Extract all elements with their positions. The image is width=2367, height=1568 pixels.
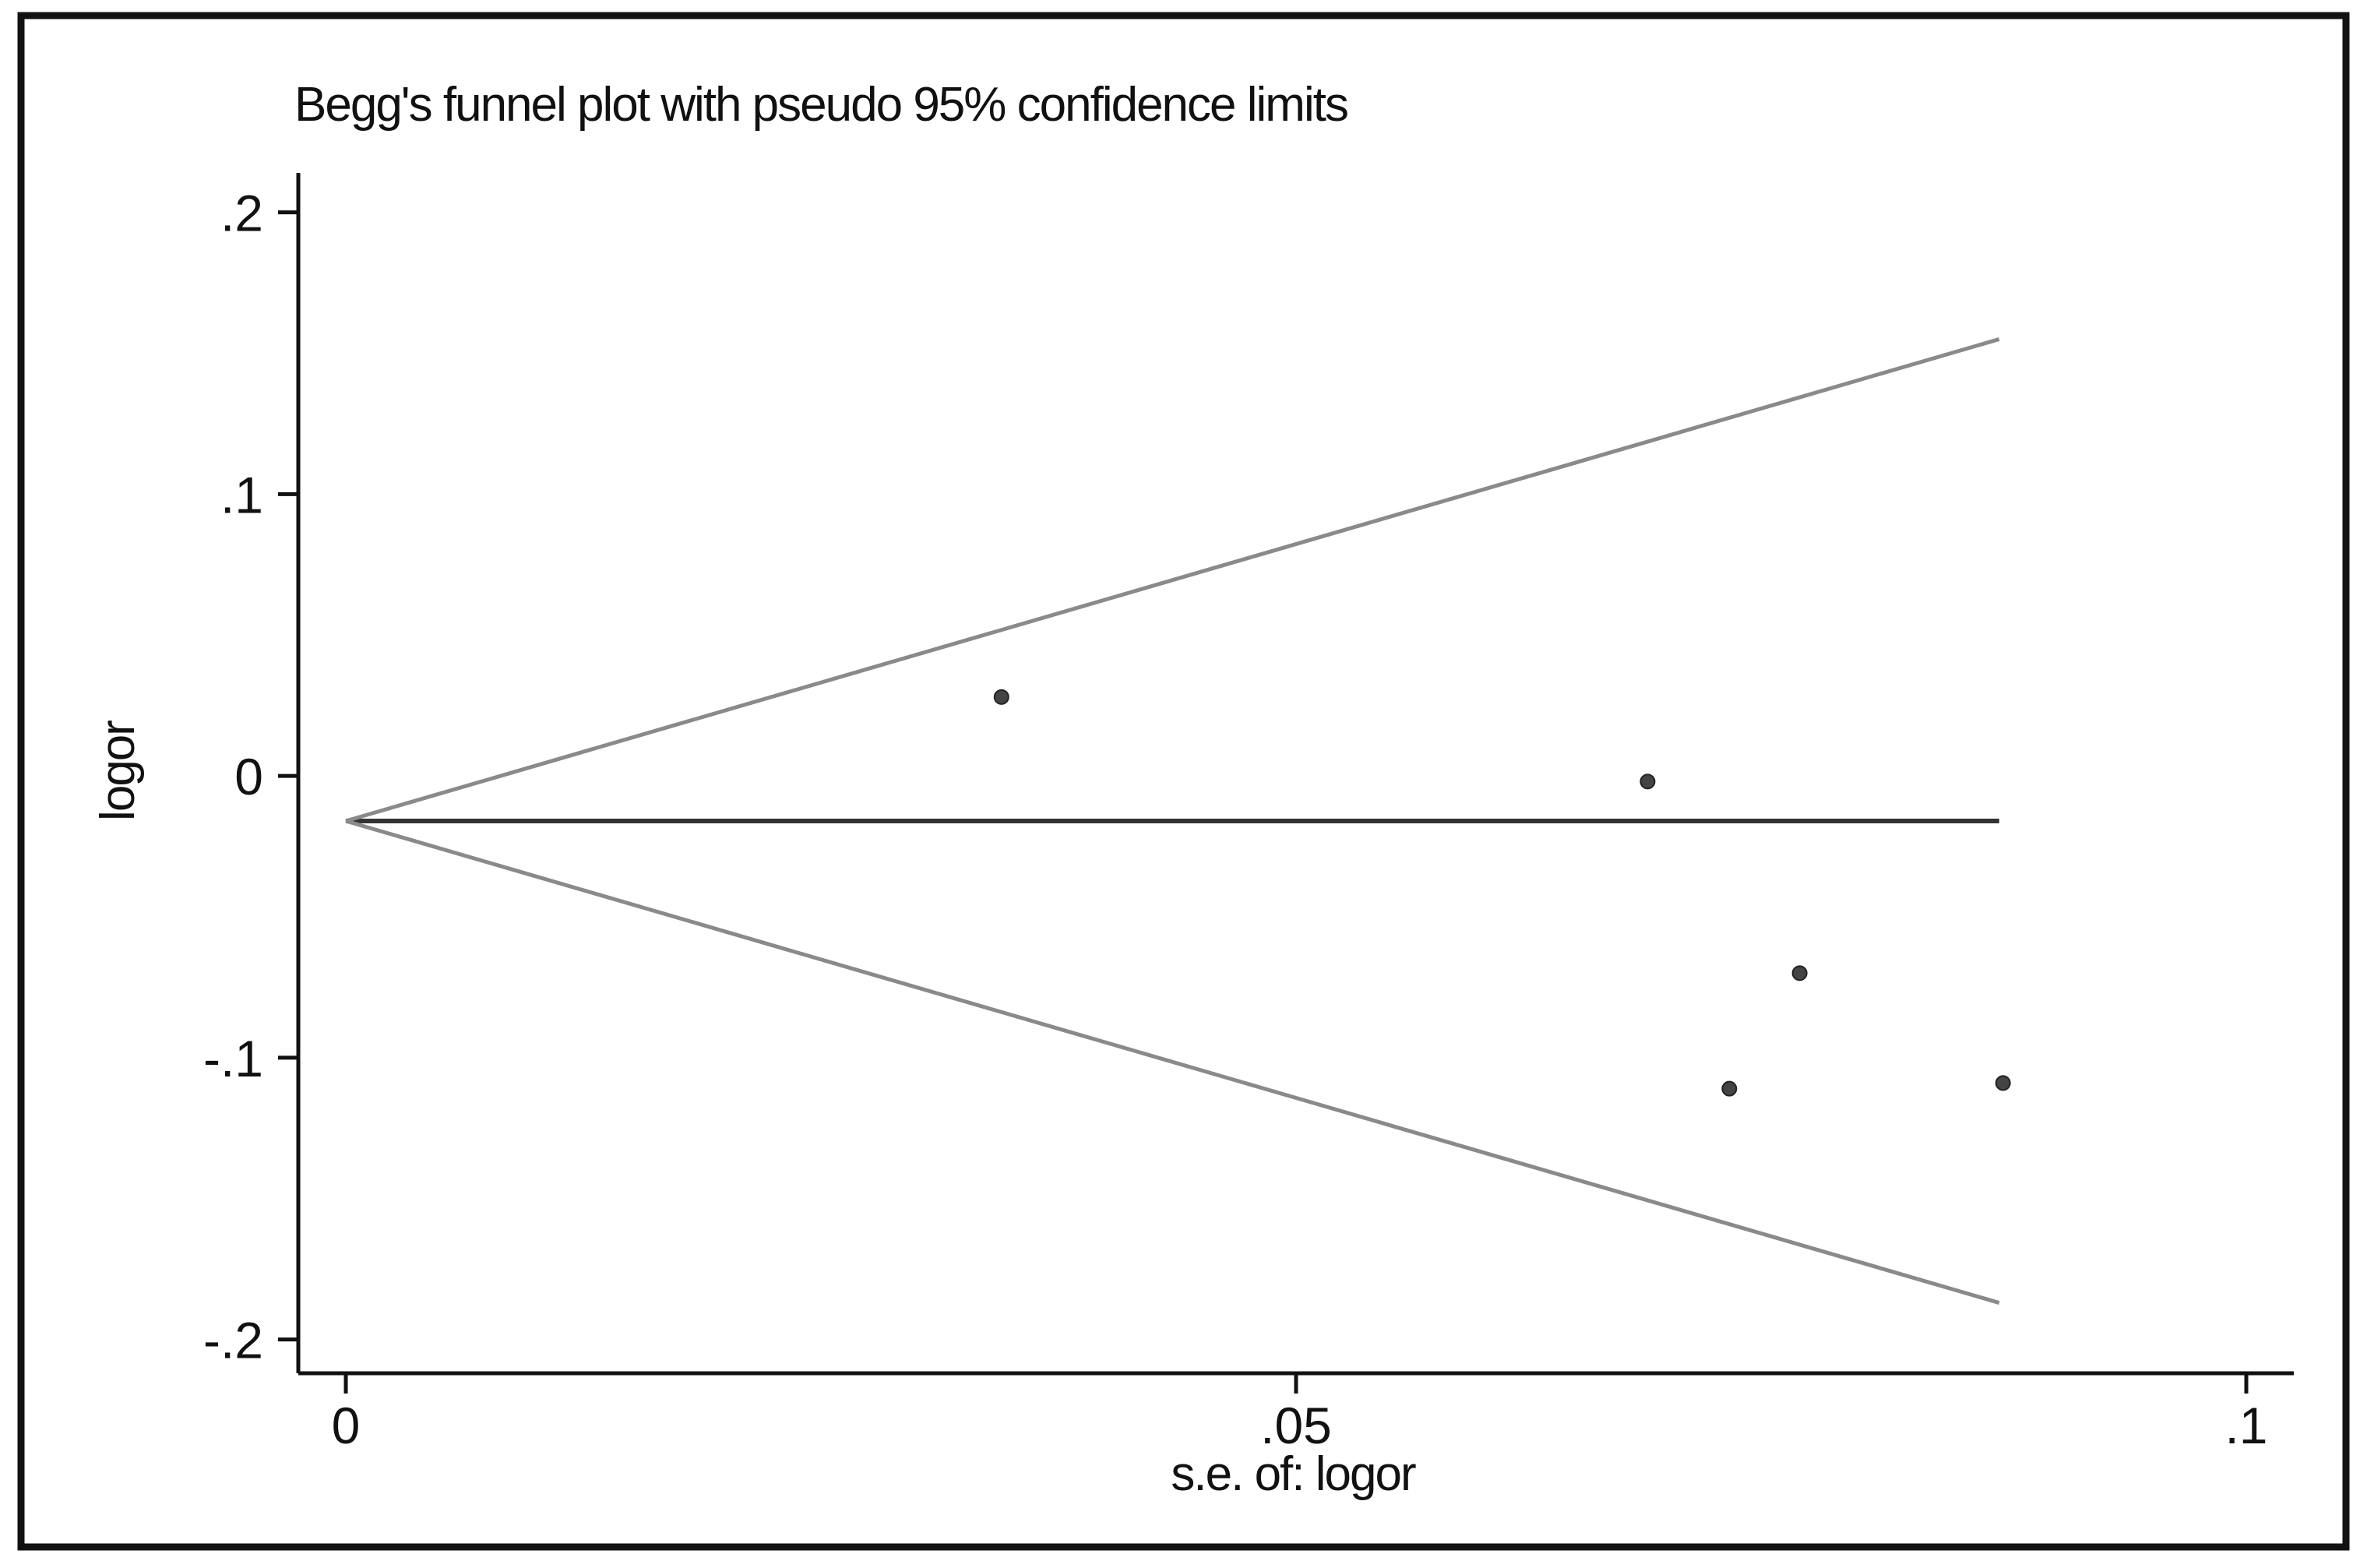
x-tick-label: .05	[1260, 1397, 1332, 1454]
outer-frame	[17, 12, 2350, 1551]
x-tick-label: 0	[332, 1397, 361, 1454]
y-tick-label: .2	[220, 185, 263, 242]
study-point	[1995, 1075, 2011, 1091]
chart-title: Begg's funnel plot with pseudo 95% confi…	[294, 78, 1347, 132]
y-tick-label: -.2	[203, 1312, 263, 1369]
y-tick-label: 0	[234, 748, 263, 805]
study-point	[1721, 1080, 1738, 1097]
y-axis-title: logor	[91, 721, 145, 821]
x-tick-label: .1	[2224, 1397, 2267, 1454]
y-tick-label: .1	[220, 466, 263, 523]
study-point	[993, 689, 1009, 705]
upper-confidence-limit	[345, 337, 2000, 823]
study-point	[1640, 773, 1656, 790]
plot-area: .2 .1 0 -.1 -.2 0 .05 .1	[203, 173, 2294, 1454]
x-axis-title: s.e. of: logor	[1171, 1447, 1416, 1501]
lower-confidence-limit	[345, 819, 2000, 1305]
study-point	[1791, 965, 1808, 981]
y-tick-label: -.1	[203, 1030, 263, 1087]
